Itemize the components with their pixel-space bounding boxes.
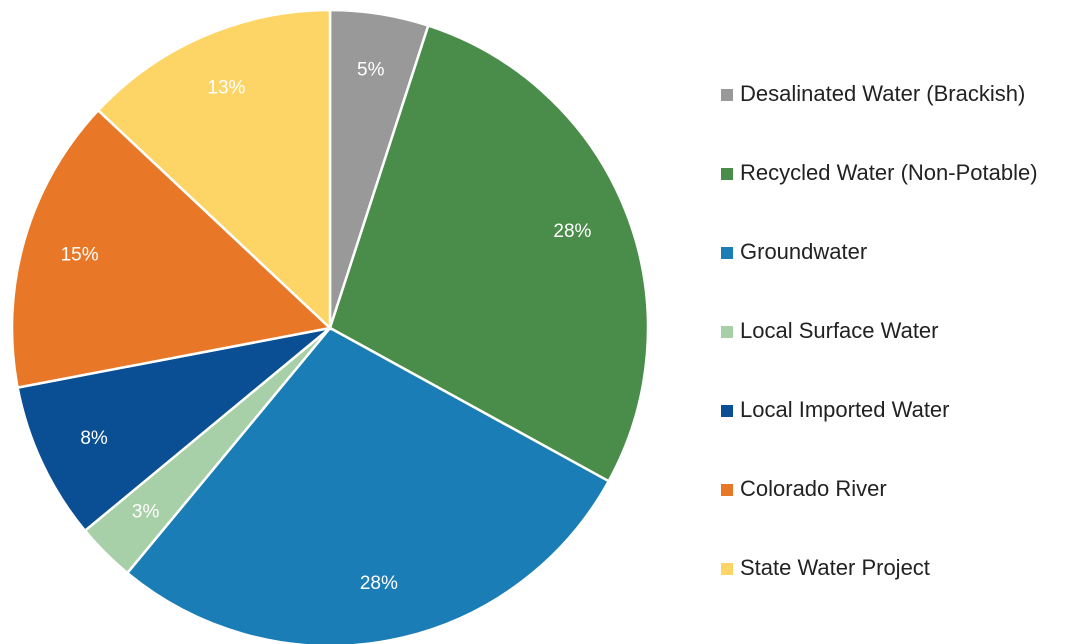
legend-label: State Water Project: [740, 555, 930, 580]
value-label: 3%: [132, 501, 160, 522]
legend-label: Groundwater: [740, 239, 867, 264]
legend-swatch: [721, 247, 733, 259]
pie-slice: [96, 8, 332, 331]
legend-label: Colorado River: [740, 476, 887, 501]
legend-swatch: [721, 168, 733, 180]
legend-label: Desalinated Water (Brackish): [740, 81, 1025, 106]
pie-slice: [328, 23, 650, 483]
legend-label: Local Surface Water: [740, 318, 939, 343]
pie-slice: [10, 108, 333, 390]
value-label: 5%: [357, 59, 385, 80]
pie-slice: [125, 326, 611, 644]
legend-swatch: [721, 484, 733, 496]
legend-swatch: [721, 326, 733, 338]
pie-slice: [16, 326, 331, 533]
legend-label: Local Imported Water: [740, 397, 950, 422]
value-label: 13%: [207, 78, 245, 99]
legend-swatch: [721, 405, 733, 417]
value-label: 15%: [61, 244, 99, 265]
value-label: 8%: [80, 428, 108, 449]
legend-swatch: [721, 89, 733, 101]
value-label: 28%: [553, 221, 591, 242]
value-label: 28%: [360, 573, 398, 594]
legend-swatch: [721, 563, 733, 575]
legend-label: Recycled Water (Non-Potable): [740, 160, 1038, 185]
